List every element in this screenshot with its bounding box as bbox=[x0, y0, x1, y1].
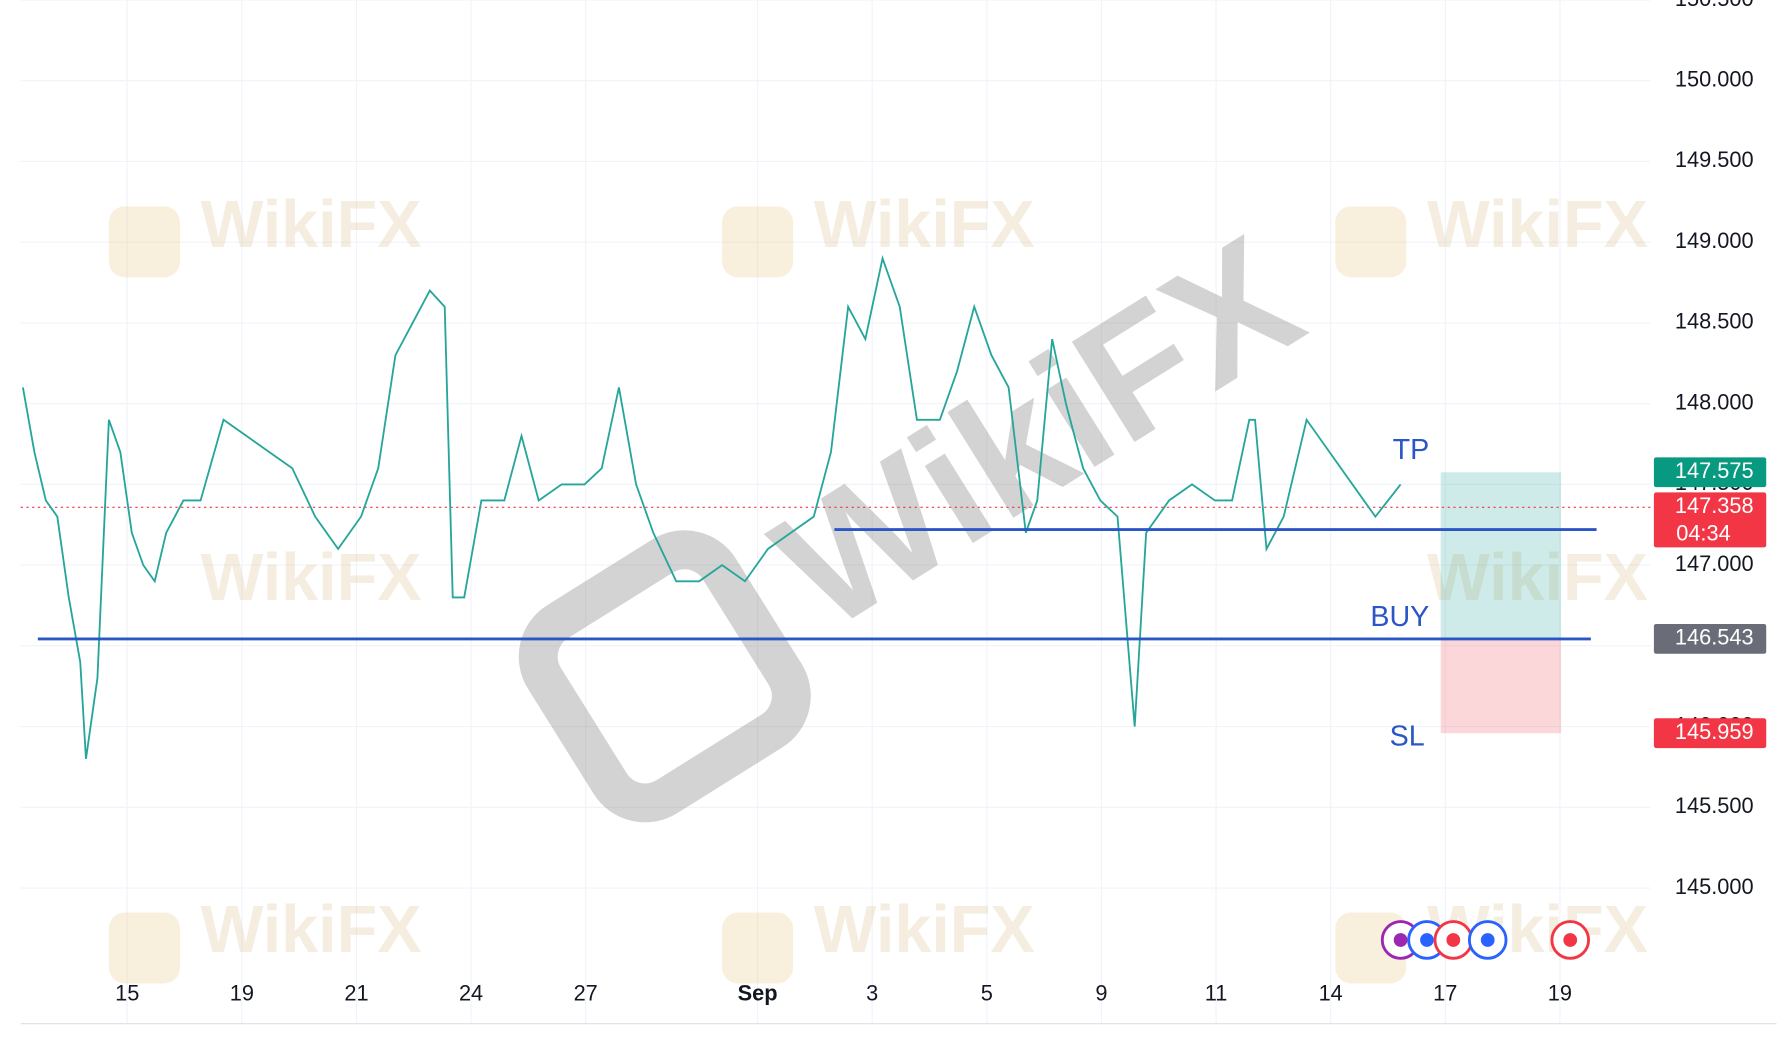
watermark: WikiFX bbox=[201, 893, 422, 967]
price-badge bbox=[1653, 492, 1767, 548]
x-tick-label: 19 bbox=[1548, 981, 1572, 1006]
y-tick-label: 148.500 bbox=[1675, 309, 1754, 334]
x-tick-label: 3 bbox=[866, 981, 878, 1006]
x-tick-label: 9 bbox=[1095, 981, 1107, 1006]
buy-label: BUY bbox=[1370, 601, 1429, 633]
watermark-logo bbox=[1335, 206, 1407, 278]
price-badge bbox=[1653, 718, 1767, 749]
y-tick-label: 150.000 bbox=[1675, 66, 1754, 91]
x-tick-label: 27 bbox=[574, 981, 598, 1006]
price-badge-label: 146.543 bbox=[1675, 625, 1754, 650]
x-tick-label: 14 bbox=[1319, 981, 1343, 1006]
tp-label: TP bbox=[1393, 434, 1430, 466]
y-tick-label: 150.500 bbox=[1675, 0, 1754, 11]
event-icon-dot bbox=[1393, 933, 1408, 947]
watermark-logo bbox=[108, 912, 180, 984]
price-line bbox=[22, 255, 1402, 759]
watermark: WikiFX bbox=[1427, 541, 1648, 615]
event-icon-dot bbox=[1480, 933, 1495, 947]
watermark: WikiFX bbox=[1427, 188, 1648, 262]
watermark: WikiFX bbox=[814, 188, 1035, 262]
x-tick-label: 19 bbox=[230, 981, 254, 1006]
x-tick-label: 15 bbox=[115, 981, 139, 1006]
watermark: WikiFX bbox=[201, 541, 422, 615]
event-icon-dot bbox=[1420, 933, 1434, 947]
price-badge-label: 147.358 bbox=[1675, 493, 1754, 518]
x-tick-label: 17 bbox=[1433, 981, 1457, 1006]
x-tick-label: 11 bbox=[1205, 981, 1228, 1006]
price-badge bbox=[1653, 457, 1767, 488]
watermark-logo bbox=[722, 912, 794, 984]
x-tick-label: 24 bbox=[459, 981, 483, 1006]
watermark-layer: WikiFX WikiFX WikiFX WikiFX WikiFX WikiF… bbox=[108, 188, 1648, 984]
big-watermark-logo bbox=[518, 530, 811, 823]
watermark: WikiFX bbox=[814, 893, 1035, 967]
y-tick-label: 145.500 bbox=[1675, 793, 1754, 818]
x-tick-label: 21 bbox=[344, 981, 368, 1006]
x-tick-label: Sep bbox=[738, 981, 778, 1006]
y-tick-label: 149.500 bbox=[1675, 147, 1754, 172]
y-tick-label: 145.000 bbox=[1675, 874, 1754, 899]
y-tick-label: 147.000 bbox=[1675, 551, 1754, 576]
price-badge-label: 145.959 bbox=[1675, 719, 1754, 744]
watermark-logo bbox=[722, 206, 794, 278]
y-tick-label: 149.000 bbox=[1675, 228, 1754, 253]
big-watermark: WikiFX bbox=[744, 200, 1330, 666]
watermark: WikiFX bbox=[201, 188, 422, 262]
x-tick-label: 5 bbox=[981, 981, 993, 1006]
stop-zone bbox=[1440, 638, 1562, 734]
grid bbox=[20, 0, 1651, 1024]
watermark-logo bbox=[108, 206, 180, 278]
event-icon-dot bbox=[1563, 933, 1578, 947]
countdown-label: 04:34 bbox=[1676, 521, 1730, 546]
target-zone bbox=[1440, 472, 1562, 639]
event-icon-dot bbox=[1446, 933, 1461, 947]
y-tick-label: 148.000 bbox=[1675, 389, 1754, 414]
price-badge-label: 147.575 bbox=[1675, 458, 1754, 483]
sl-label: SL bbox=[1390, 720, 1425, 752]
price-badge bbox=[1653, 623, 1767, 654]
